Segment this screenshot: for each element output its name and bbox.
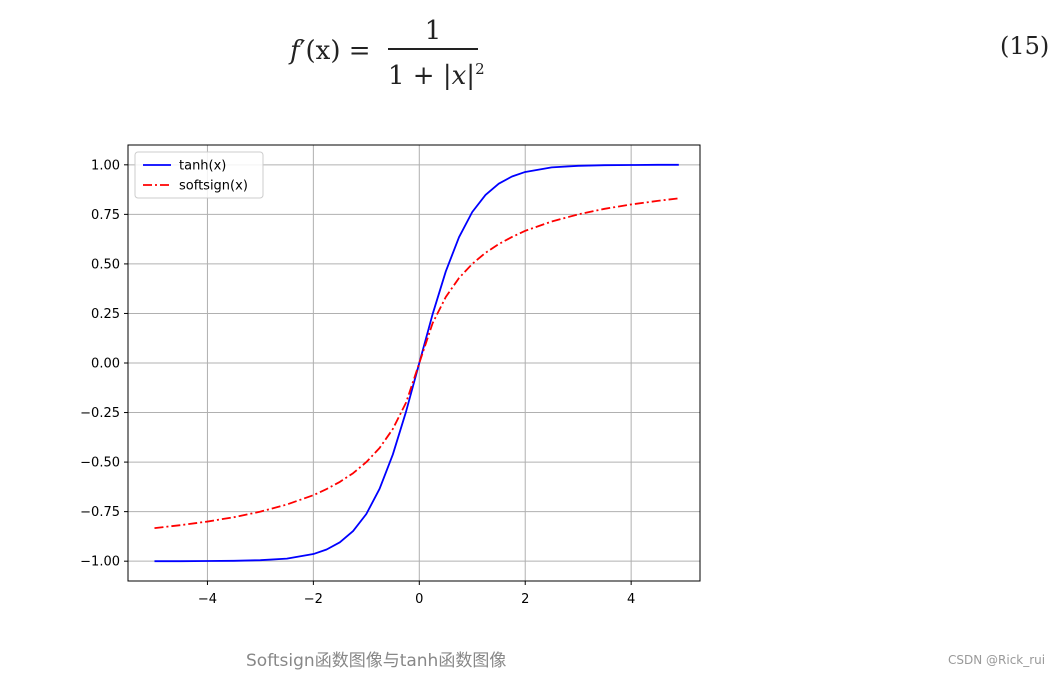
y-tick-label: 0.75 xyxy=(91,208,120,223)
x-tick-label: 4 xyxy=(627,592,635,607)
y-tick-label: 0.25 xyxy=(91,307,120,322)
fraction-bar xyxy=(388,48,478,50)
equation-fraction: 1 1 + |x|2 xyxy=(388,16,485,91)
equation-lhs-rest: ′(x) = xyxy=(299,36,371,66)
denominator-variable: x xyxy=(451,60,467,91)
axis-ticks: −4 −2 0 2 4 1.00 0.75 0.50 0.25 0.00 −0.25 −0.50 −0.… xyxy=(80,158,635,607)
equation-numerator: 1 xyxy=(424,16,442,46)
x-tick-label: 2 xyxy=(521,592,529,607)
y-tick-label: 0.50 xyxy=(91,257,120,272)
equation-lhs: f′(x) = xyxy=(290,36,371,66)
x-tick-label: −4 xyxy=(198,592,217,607)
denominator-suffix: | xyxy=(466,60,476,91)
legend-label: softsign(x) xyxy=(179,179,248,194)
series-line xyxy=(154,163,679,563)
x-tick-label: 0 xyxy=(415,592,423,607)
denominator-exponent: 2 xyxy=(475,59,485,78)
y-tick-label: −1.00 xyxy=(80,555,120,570)
series-line xyxy=(154,197,679,529)
y-tick-label: −0.50 xyxy=(80,456,120,471)
y-tick-label: 1.00 xyxy=(91,158,120,173)
figure-caption: Softsign函数图像与tanh函数图像 xyxy=(246,651,507,671)
equation-function-name: f xyxy=(290,36,300,66)
grid xyxy=(128,145,700,581)
y-tick-label: 0.00 xyxy=(91,357,120,372)
y-tick-label: −0.75 xyxy=(80,505,120,520)
equation-number: (15) xyxy=(1000,32,1050,60)
legend-label: tanh(x) xyxy=(179,159,226,174)
y-tick-label: −0.25 xyxy=(80,406,120,421)
legend: tanh(x) softsign(x) xyxy=(134,151,264,199)
equation-denominator: 1 + |x|2 xyxy=(388,54,485,91)
x-tick-label: −2 xyxy=(304,592,323,607)
watermark: CSDN @Rick_rui xyxy=(948,653,1046,667)
denominator-prefix: 1 + | xyxy=(388,60,452,91)
legend-box xyxy=(134,151,264,199)
series-lines xyxy=(154,163,679,563)
